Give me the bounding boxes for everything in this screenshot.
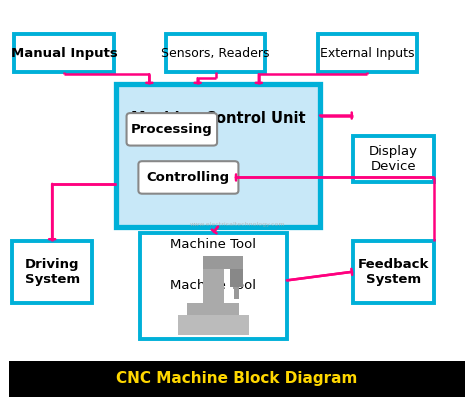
FancyBboxPatch shape bbox=[178, 315, 249, 335]
FancyBboxPatch shape bbox=[230, 269, 243, 287]
FancyBboxPatch shape bbox=[9, 361, 465, 397]
FancyBboxPatch shape bbox=[187, 303, 239, 315]
FancyBboxPatch shape bbox=[166, 34, 265, 72]
FancyBboxPatch shape bbox=[318, 34, 417, 72]
Text: Machine Control Unit: Machine Control Unit bbox=[131, 111, 305, 126]
Text: Controlling: Controlling bbox=[147, 171, 230, 184]
Text: www.electricaltechnology.com: www.electricaltechnology.com bbox=[189, 222, 285, 227]
Text: Machine Tool: Machine Tool bbox=[170, 279, 256, 292]
FancyBboxPatch shape bbox=[127, 113, 217, 146]
Text: Machine Tool: Machine Tool bbox=[170, 238, 256, 251]
FancyBboxPatch shape bbox=[203, 256, 243, 269]
FancyBboxPatch shape bbox=[138, 161, 238, 194]
Text: Driving
System: Driving System bbox=[25, 258, 80, 286]
Text: Manual Inputs: Manual Inputs bbox=[10, 47, 118, 60]
Text: Display
Device: Display Device bbox=[369, 146, 418, 173]
FancyBboxPatch shape bbox=[12, 241, 92, 303]
Text: CNC Machine Block Diagram: CNC Machine Block Diagram bbox=[116, 371, 358, 387]
FancyBboxPatch shape bbox=[203, 263, 224, 303]
Text: Sensors, Readers: Sensors, Readers bbox=[162, 47, 270, 60]
FancyBboxPatch shape bbox=[353, 136, 434, 182]
Text: External Inputs: External Inputs bbox=[320, 47, 415, 60]
FancyBboxPatch shape bbox=[14, 34, 114, 72]
FancyBboxPatch shape bbox=[140, 233, 287, 339]
FancyBboxPatch shape bbox=[116, 84, 320, 227]
FancyBboxPatch shape bbox=[353, 241, 434, 303]
FancyBboxPatch shape bbox=[234, 287, 239, 299]
Text: Processing: Processing bbox=[131, 123, 213, 136]
Text: Feedback
System: Feedback System bbox=[358, 258, 429, 286]
